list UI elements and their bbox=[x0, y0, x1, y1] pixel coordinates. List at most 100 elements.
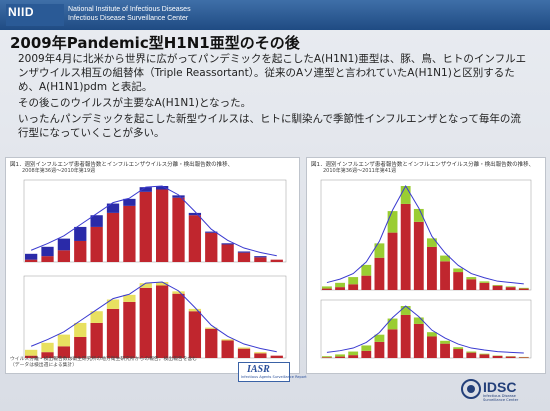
chart-bar bbox=[387, 232, 398, 290]
chart-bar bbox=[492, 284, 503, 286]
left-chart-svg bbox=[23, 179, 287, 359]
chart-bar bbox=[466, 352, 477, 358]
niid-logo bbox=[6, 4, 64, 26]
right-upper-chart bbox=[320, 179, 532, 291]
chart-bar bbox=[335, 354, 345, 357]
chart-bar bbox=[106, 212, 120, 262]
idsc-mark-icon bbox=[461, 379, 481, 399]
chart-bar bbox=[361, 345, 372, 351]
chart-bar bbox=[387, 211, 398, 233]
chart-bar bbox=[348, 284, 359, 290]
chart-bar bbox=[123, 294, 136, 302]
chart-bar bbox=[25, 349, 38, 356]
chart-bar bbox=[400, 203, 411, 290]
idsc-logo-text: IDSC bbox=[483, 379, 517, 395]
chart-bar bbox=[205, 327, 218, 329]
chart-bar bbox=[427, 238, 437, 247]
left-figure: 図1．週別インフルエンザ患者報告数とインフルエンザウイルス分離・検出報告数の推移… bbox=[5, 157, 300, 374]
logo-text: NIID bbox=[8, 5, 34, 19]
chart-bar bbox=[254, 352, 267, 354]
idsc-sub-1: Infectious Disease bbox=[483, 394, 516, 398]
chart-bar bbox=[41, 352, 54, 358]
chart-bar bbox=[156, 189, 169, 262]
chart-bar bbox=[57, 334, 71, 347]
note-line-2: （データは検出週による集計） bbox=[10, 363, 78, 368]
chart-bar bbox=[237, 251, 251, 253]
chart-bar bbox=[156, 285, 169, 358]
paragraph-3: いったんパンデミックを起こした新型ウイルスは、ヒトに馴染んで季節性インフルエンザ… bbox=[18, 113, 521, 139]
chart-bar bbox=[156, 282, 169, 286]
chart-bar bbox=[322, 286, 332, 289]
right-figure-subtitle: 2010年第36週〜2011年第41週 bbox=[323, 168, 397, 174]
chart-bar bbox=[205, 232, 218, 262]
chart-bar bbox=[188, 215, 202, 262]
chart-bar bbox=[479, 282, 490, 290]
chart-bar bbox=[335, 282, 345, 288]
chart-bar bbox=[139, 283, 152, 288]
chart-bar bbox=[270, 259, 283, 262]
org-name-line2: Infectious Disease Surveillance Center bbox=[68, 15, 189, 22]
chart-bar bbox=[41, 246, 54, 257]
chart-bar bbox=[57, 346, 71, 358]
chart-bar bbox=[322, 357, 332, 358]
chart-bar bbox=[237, 347, 251, 349]
chart-bar bbox=[453, 272, 464, 290]
chart-bar bbox=[518, 288, 529, 290]
chart-bar bbox=[41, 256, 54, 262]
right-figure: 図1．週別インフルエンザ患者報告数とインフルエンザウイルス分離・検出報告数の推移… bbox=[306, 157, 546, 374]
chart-bar bbox=[453, 268, 464, 273]
chart-bar bbox=[322, 356, 332, 358]
chart-bar bbox=[254, 256, 267, 258]
slide-title: 2009年Pandemic型H1N1亜型のその後 bbox=[10, 34, 300, 52]
chart-bar bbox=[57, 238, 71, 251]
chart-bar bbox=[348, 351, 359, 356]
patient-line bbox=[30, 185, 277, 257]
idsc-sub-2: Surveillance Center bbox=[483, 398, 519, 402]
chart-bar bbox=[74, 226, 87, 241]
chart-bar bbox=[74, 240, 87, 262]
chart-bar bbox=[205, 231, 218, 233]
chart-bar bbox=[479, 281, 490, 283]
chart-bar bbox=[221, 339, 234, 341]
chart-bar bbox=[25, 253, 38, 260]
chart-bar bbox=[25, 355, 38, 358]
left-lower-chart bbox=[23, 275, 287, 359]
patient-line bbox=[30, 281, 277, 353]
paragraph-1: 2009年4月に北米から世界に広がってパンデミックを起こしたA(H1N1)亜型は… bbox=[18, 53, 527, 93]
patient-line bbox=[326, 184, 524, 285]
chart-bar bbox=[374, 341, 385, 358]
chart-bar bbox=[254, 257, 267, 262]
chart-bar bbox=[361, 275, 372, 290]
chart-bar bbox=[139, 287, 152, 358]
chart-bar bbox=[387, 329, 398, 358]
right-chart-svg bbox=[320, 179, 532, 359]
chart-bar bbox=[374, 334, 385, 342]
idsc-logo-sub: Infectious Disease Surveillance Center bbox=[483, 394, 518, 402]
right-figure-title: 図1．週別インフルエンザ患者報告数とインフルエンザウイルス分離・検出報告数の推移… bbox=[311, 162, 535, 168]
chart-bar bbox=[123, 205, 136, 262]
chart-bar bbox=[374, 257, 385, 290]
chart-bar bbox=[106, 299, 120, 309]
chart-bar bbox=[361, 350, 372, 358]
left-upper-chart bbox=[23, 179, 287, 263]
chart-bar bbox=[400, 306, 411, 315]
chart-bar bbox=[492, 355, 503, 358]
chart-bar bbox=[106, 203, 120, 213]
chart-bar bbox=[400, 186, 411, 204]
left-figure-subtitle: 2008年第36週〜2010年第19週 bbox=[22, 168, 96, 174]
chart-bar bbox=[322, 288, 332, 290]
chart-bar bbox=[90, 322, 103, 358]
chart-bar bbox=[413, 323, 424, 358]
chart-bar bbox=[41, 342, 54, 353]
chart-bar bbox=[90, 311, 103, 323]
chart-bar bbox=[413, 208, 424, 222]
left-figure-title: 図1．週別インフルエンザ患者報告数とインフルエンザウイルス分離・検出報告数の推移… bbox=[10, 162, 234, 168]
chart-bar bbox=[123, 301, 136, 358]
chart-bar bbox=[139, 191, 152, 262]
chart-bar bbox=[413, 317, 424, 324]
chart-bar bbox=[172, 291, 185, 294]
chart-bar bbox=[361, 264, 372, 276]
idsc-logo: IDSC Infectious Disease Surveillance Cen… bbox=[461, 377, 541, 407]
chart-bar bbox=[106, 308, 120, 358]
